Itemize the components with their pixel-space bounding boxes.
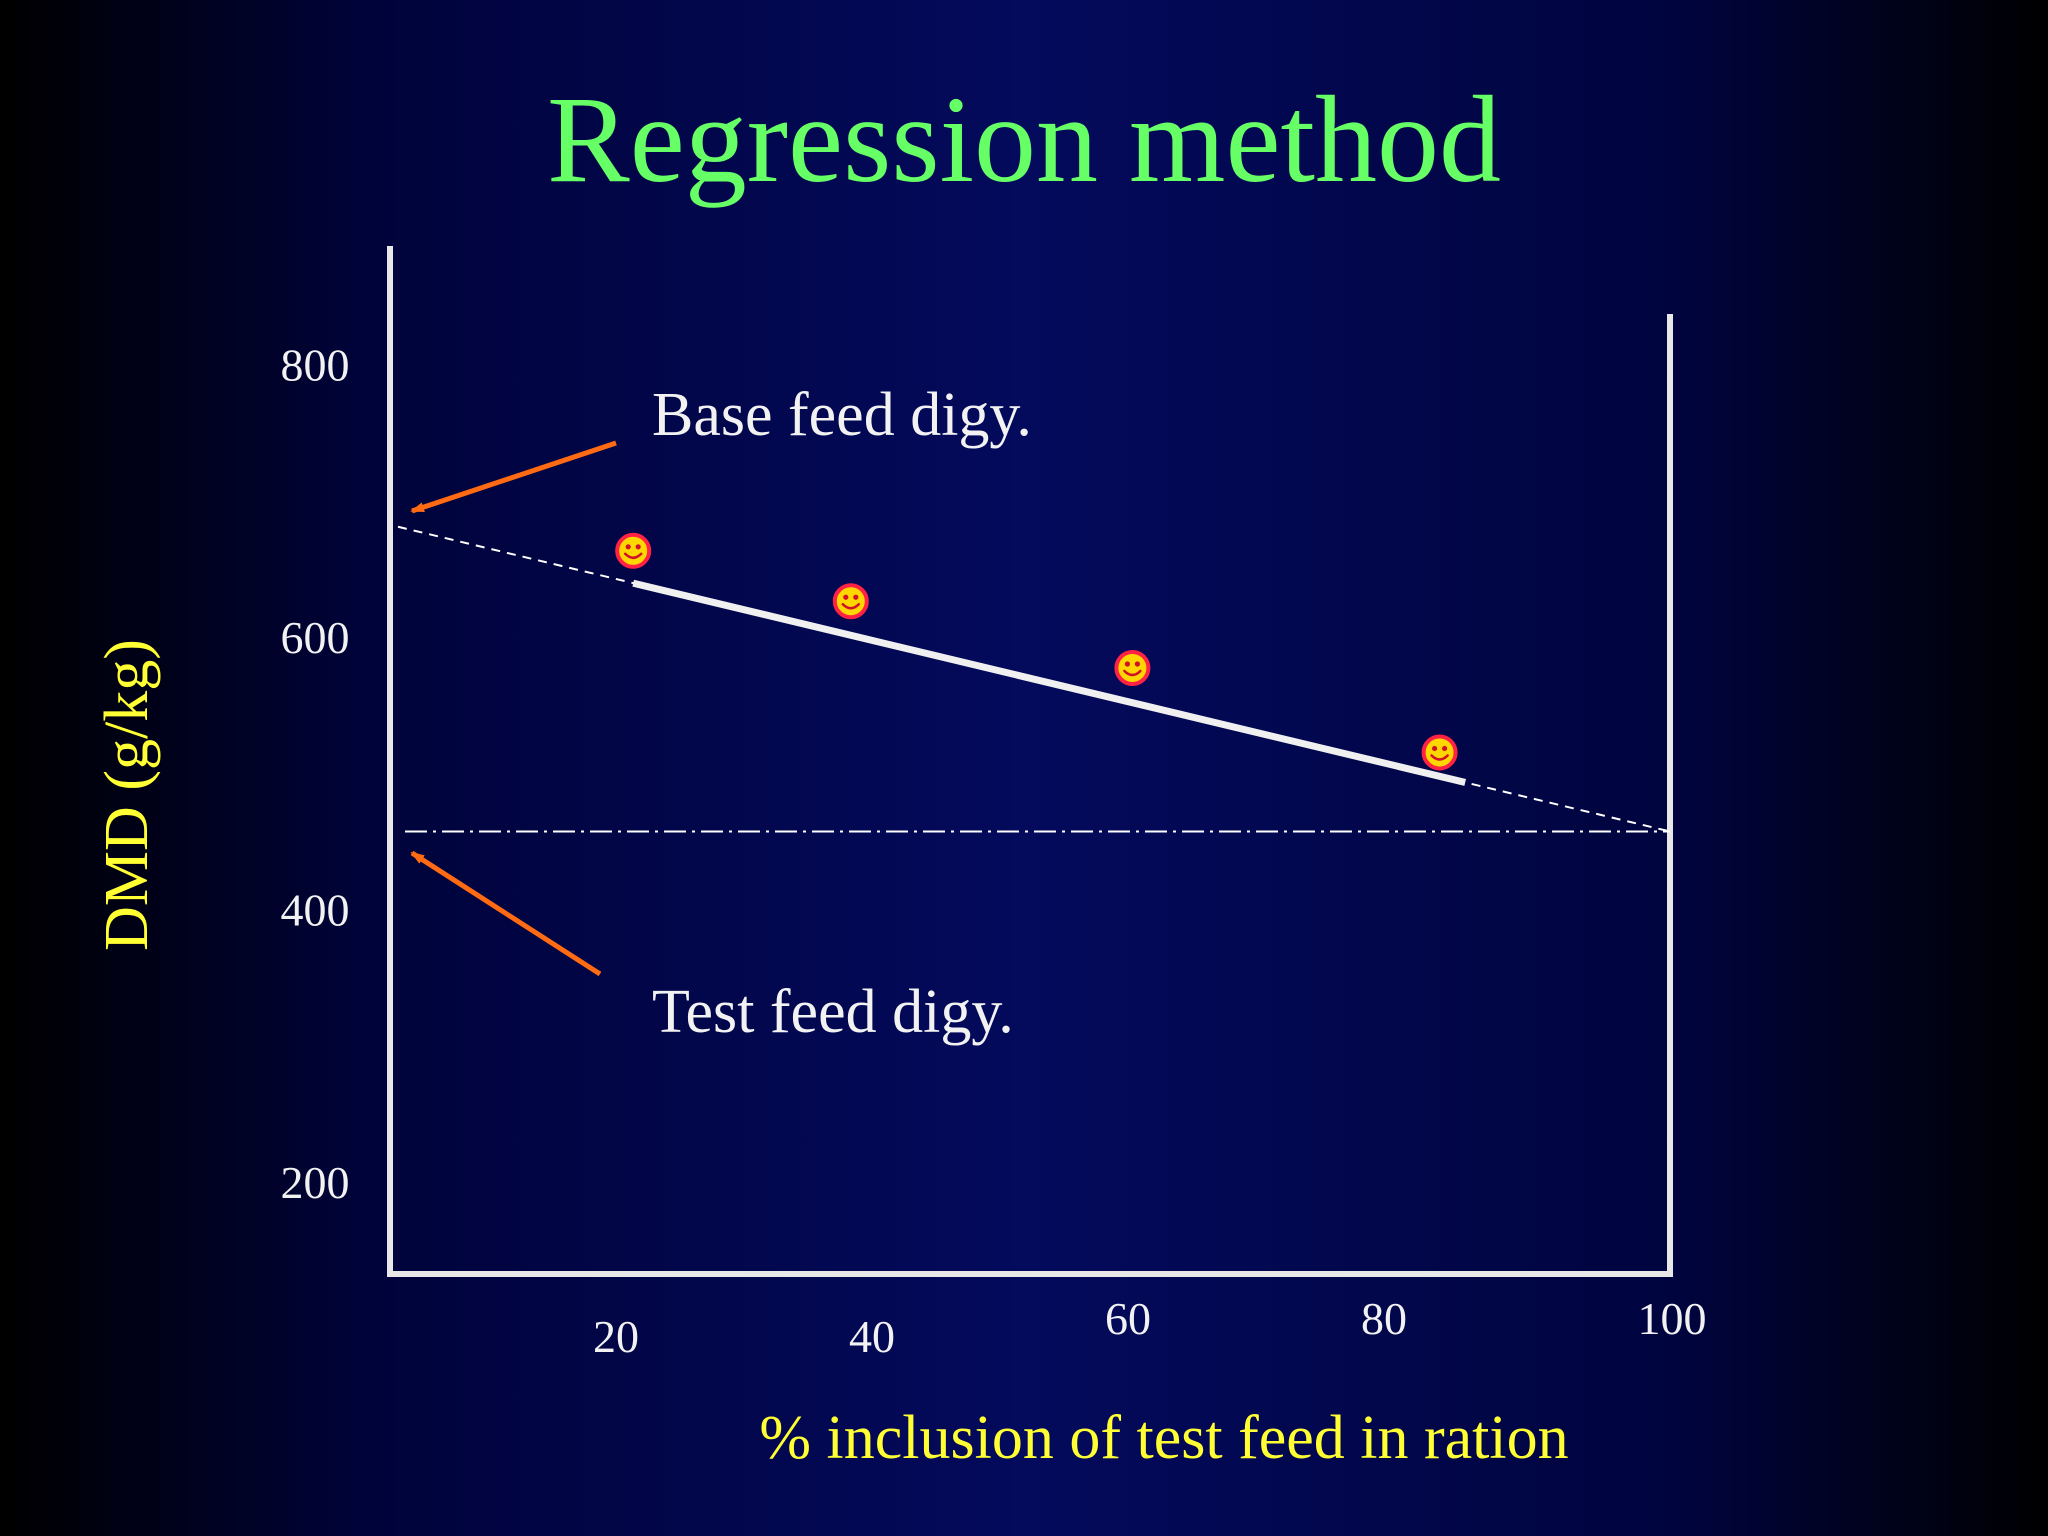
x-tick-label-100: 100 — [1638, 1293, 1707, 1344]
y-tick-label-600: 600 — [281, 612, 350, 663]
test-feed-arrow — [410, 850, 602, 977]
smiley-face-icon — [1114, 649, 1151, 686]
test-feed-label: Test feed digy. — [652, 978, 1014, 1046]
x-tick-label-40: 40 — [849, 1311, 895, 1362]
y-tick-label-200: 200 — [281, 1157, 350, 1208]
slide-title: Regression method — [547, 71, 1501, 208]
y-tick-label-400: 400 — [281, 885, 350, 936]
x-tick-label-20: 20 — [593, 1311, 639, 1362]
x-axis-label: % inclusion of test feed in ration — [759, 1404, 1568, 1472]
smiley-face-icon — [1421, 734, 1458, 771]
base-feed-arrow — [410, 440, 617, 514]
x-tick-label-80: 80 — [1361, 1293, 1407, 1344]
x-tick-label-60: 60 — [1105, 1293, 1151, 1344]
x-tick-labels: 20 40 60 80 100 — [593, 1293, 1707, 1362]
regression-line-fitted — [632, 579, 1467, 786]
data-points — [615, 532, 1458, 771]
y-tick-labels: 200 400 600 800 — [281, 340, 350, 1209]
y-axis-label: DMD (g/kg) — [93, 639, 161, 951]
base-feed-label: Base feed digy. — [652, 381, 1032, 449]
smiley-face-icon — [832, 583, 869, 620]
smiley-face-icon — [615, 532, 652, 569]
y-tick-label-800: 800 — [281, 340, 350, 391]
